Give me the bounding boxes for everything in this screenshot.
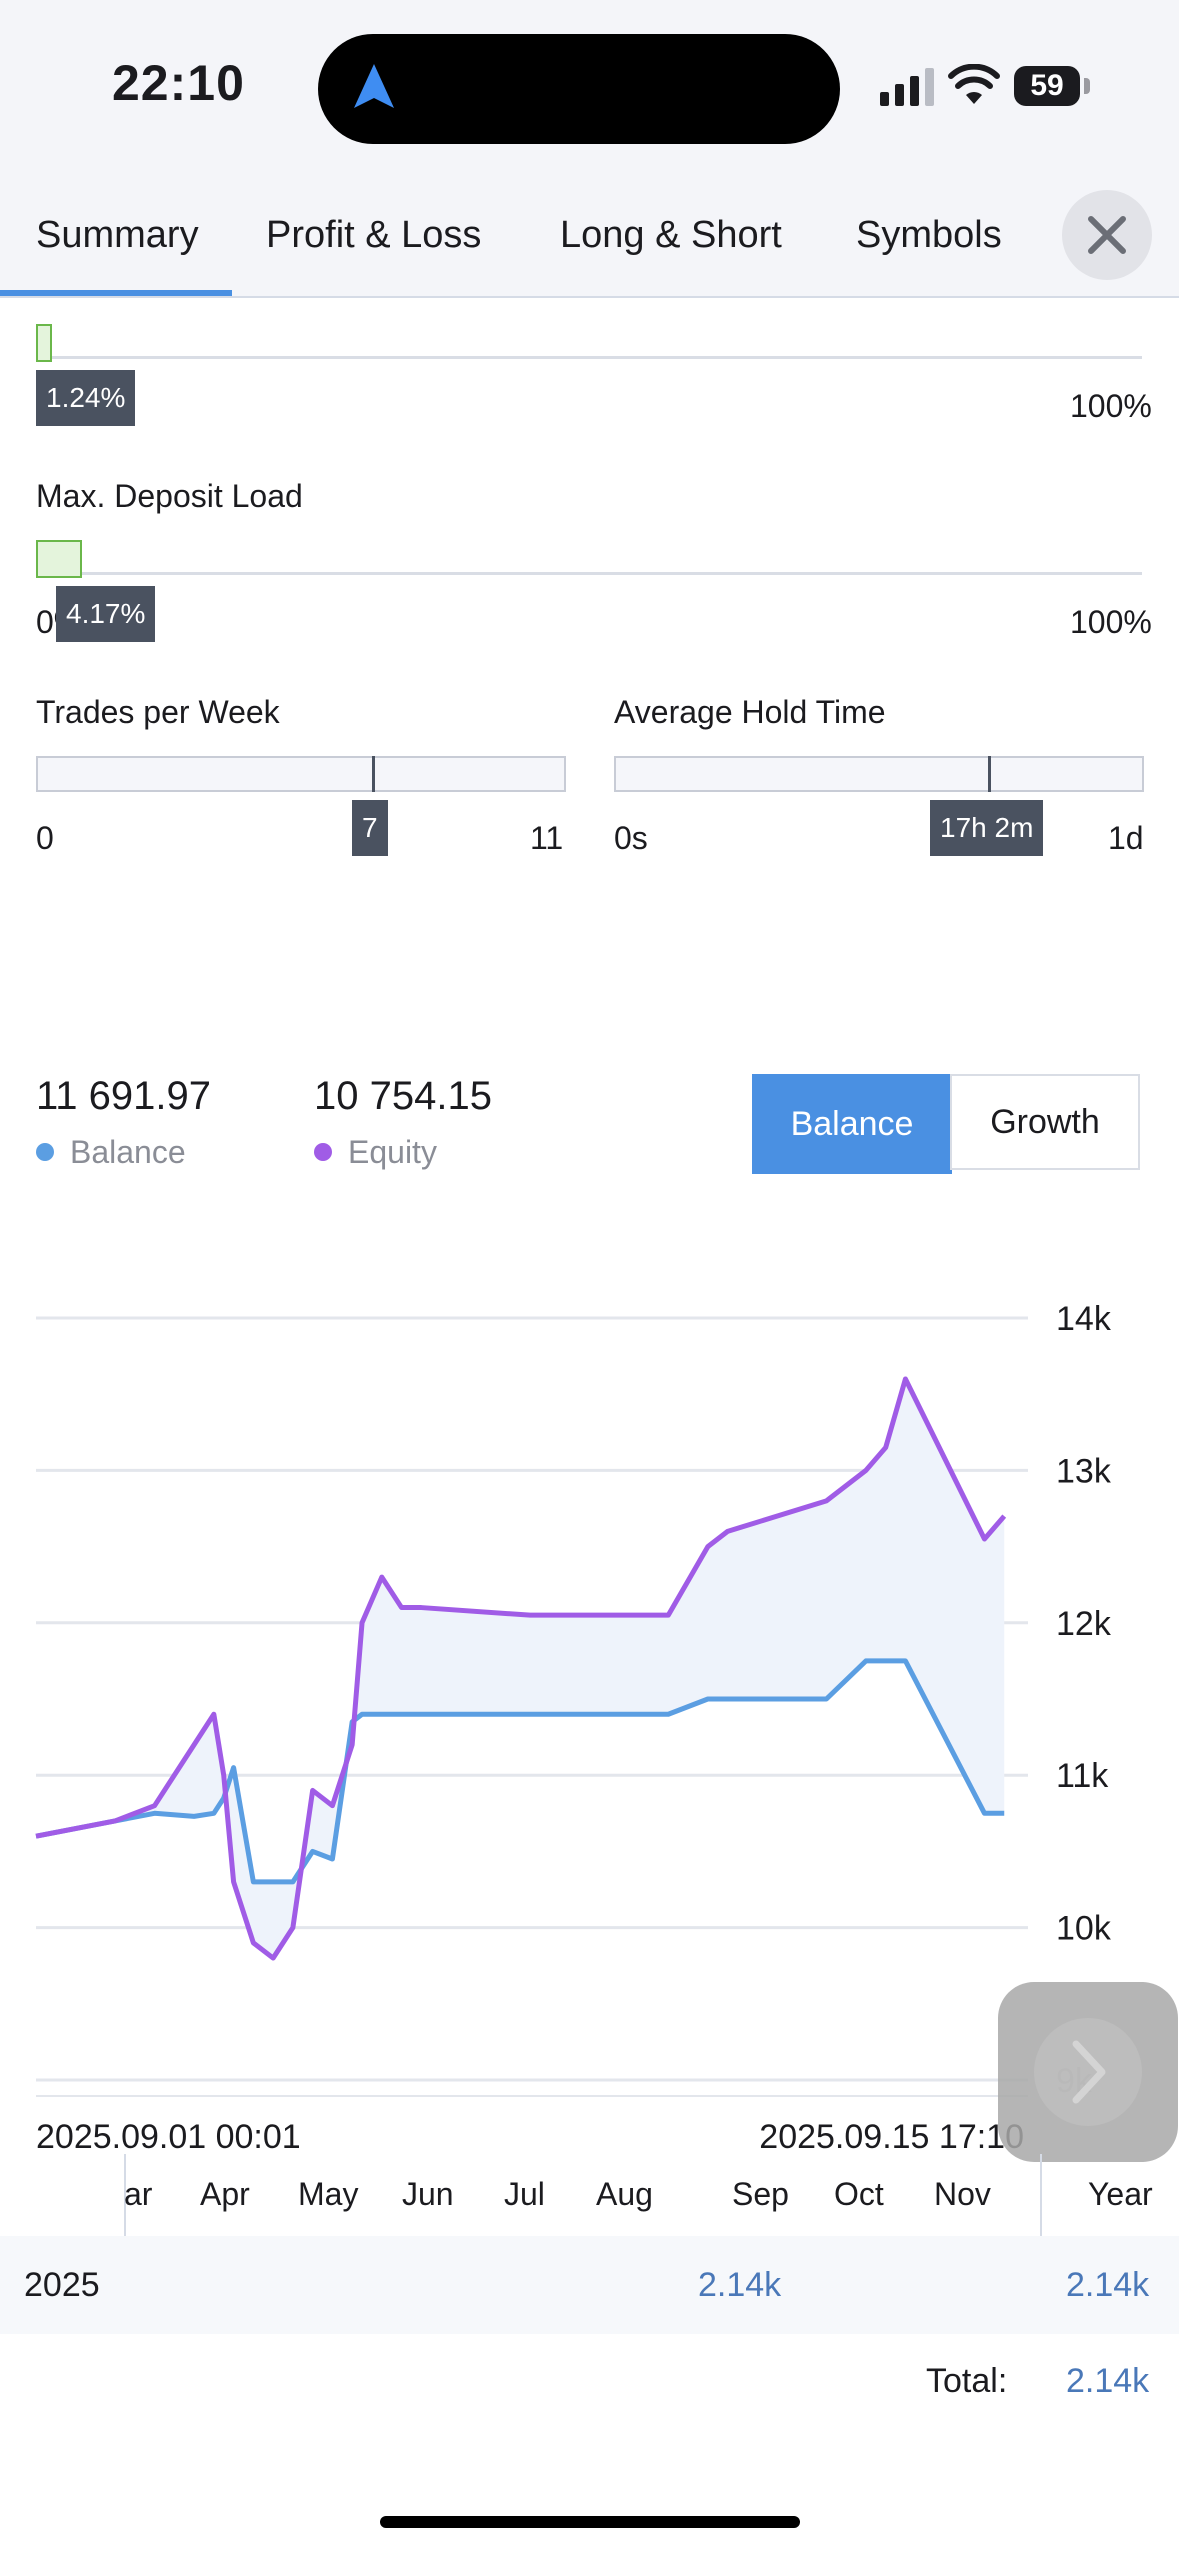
- month-label: Nov: [934, 2176, 991, 2212]
- month-label: Aug: [596, 2176, 653, 2212]
- equity-legend-label: Equity: [348, 1134, 437, 1170]
- deposit-load-track: [36, 572, 1142, 575]
- month-label: Apr: [200, 2176, 250, 2212]
- trades-per-week-value: 7: [352, 800, 388, 856]
- equity-balance-area: [36, 1378, 1005, 1959]
- row-month-value[interactable]: 2.14k: [698, 2266, 782, 2304]
- tab-symbols[interactable]: Symbols: [856, 214, 1002, 256]
- active-tab-indicator: [0, 290, 232, 296]
- y-tick-label: 12k: [1056, 1605, 1112, 1643]
- trades-per-week-marker: [372, 756, 375, 792]
- next-floating-button[interactable]: [998, 1982, 1178, 2162]
- balance-value: 11 691.97: [36, 1074, 211, 1118]
- hold-time-max: 1d: [1108, 820, 1144, 856]
- deposit-load-fill: [36, 540, 82, 578]
- trades-per-week-bar: [36, 756, 566, 792]
- tab-long-short[interactable]: Long & Short: [560, 214, 782, 256]
- chart-end-date: 2025.09.15 17:10: [759, 2118, 1024, 2150]
- balance-dot-icon: [36, 1142, 54, 1161]
- close-button[interactable]: [1062, 190, 1152, 280]
- month-label: ar: [124, 2176, 153, 2212]
- hold-time-marker: [988, 756, 991, 792]
- home-indicator: [380, 2516, 800, 2528]
- balance-toggle-button[interactable]: Balance: [752, 1074, 952, 1174]
- month-label: May: [298, 2176, 359, 2212]
- y-tick-label: 11k: [1056, 1757, 1109, 1795]
- dynamic-island: [318, 34, 840, 144]
- chevron-right-icon: [1072, 2040, 1106, 2104]
- location-arrow-icon: [354, 64, 394, 108]
- month-label: Jun: [402, 2176, 454, 2212]
- battery-icon: 59: [1014, 66, 1080, 106]
- equity-value: 10 754.15: [314, 1074, 492, 1118]
- y-tick-label: 14k: [1056, 1300, 1112, 1338]
- fab-circle: [1034, 2018, 1142, 2126]
- month-label: Sep: [732, 2176, 789, 2212]
- tab-summary[interactable]: Summary: [36, 214, 199, 256]
- row-year-value[interactable]: 2.14k: [1066, 2266, 1150, 2304]
- balance-legend: Balance: [36, 1134, 186, 1171]
- deposit-load-value: 4.17%: [56, 586, 156, 642]
- close-icon: [1088, 216, 1126, 254]
- first-slider-track: [36, 356, 1142, 359]
- chart-start-date: 2025.09.01 00:01: [36, 2118, 301, 2150]
- tab-bar: Summary Profit & Loss Long & Short Symbo…: [0, 170, 1179, 298]
- first-slider-fill: [36, 324, 52, 362]
- hold-time-bar: [614, 756, 1144, 792]
- y-tick-label: 13k: [1056, 1452, 1112, 1490]
- month-label: Oct: [834, 2176, 884, 2212]
- row-year: 2025: [24, 2266, 100, 2304]
- equity-dot-icon: [314, 1142, 332, 1161]
- equity-line: [35, 1376, 1007, 1961]
- total-value: 2.14k: [1066, 2362, 1150, 2400]
- status-time: 22:10: [112, 55, 245, 111]
- balance-legend-label: Balance: [70, 1134, 186, 1170]
- trades-per-week-max: 11: [530, 820, 564, 856]
- tab-profit-loss[interactable]: Profit & Loss: [266, 214, 482, 256]
- hold-time-title: Average Hold Time: [614, 694, 886, 730]
- cellular-signal-icon: [880, 68, 934, 106]
- month-label: Year: [1088, 2176, 1153, 2212]
- trades-per-week-min: 0: [36, 820, 54, 856]
- hold-time-value: 17h 2m: [930, 800, 1044, 856]
- battery-tip: [1084, 78, 1090, 94]
- growth-toggle-button[interactable]: Growth: [950, 1074, 1140, 1170]
- equity-legend: Equity: [314, 1134, 437, 1171]
- deposit-load-title: Max. Deposit Load: [36, 478, 303, 514]
- first-slider-value: 1.24%: [36, 370, 136, 426]
- status-bar: 22:10 59: [0, 0, 1179, 170]
- trades-per-week-title: Trades per Week: [36, 694, 280, 730]
- month-label: Jul: [504, 2176, 545, 2212]
- y-tick-label: 10k: [1056, 1910, 1112, 1948]
- table-row: 2025 2.14k 2.14k: [0, 2236, 1179, 2334]
- balance-equity-chart: 14k13k12k11k10k9k2025.09.01 00:012025.09…: [35, 1300, 1112, 2150]
- hold-time-min: 0s: [614, 820, 648, 856]
- wifi-icon: [948, 64, 1000, 104]
- balance-line: [35, 1658, 1005, 1885]
- first-slider-max: 100%: [1070, 388, 1152, 424]
- deposit-load-max: 100%: [1070, 604, 1152, 640]
- total-label: Total:: [926, 2362, 1008, 2400]
